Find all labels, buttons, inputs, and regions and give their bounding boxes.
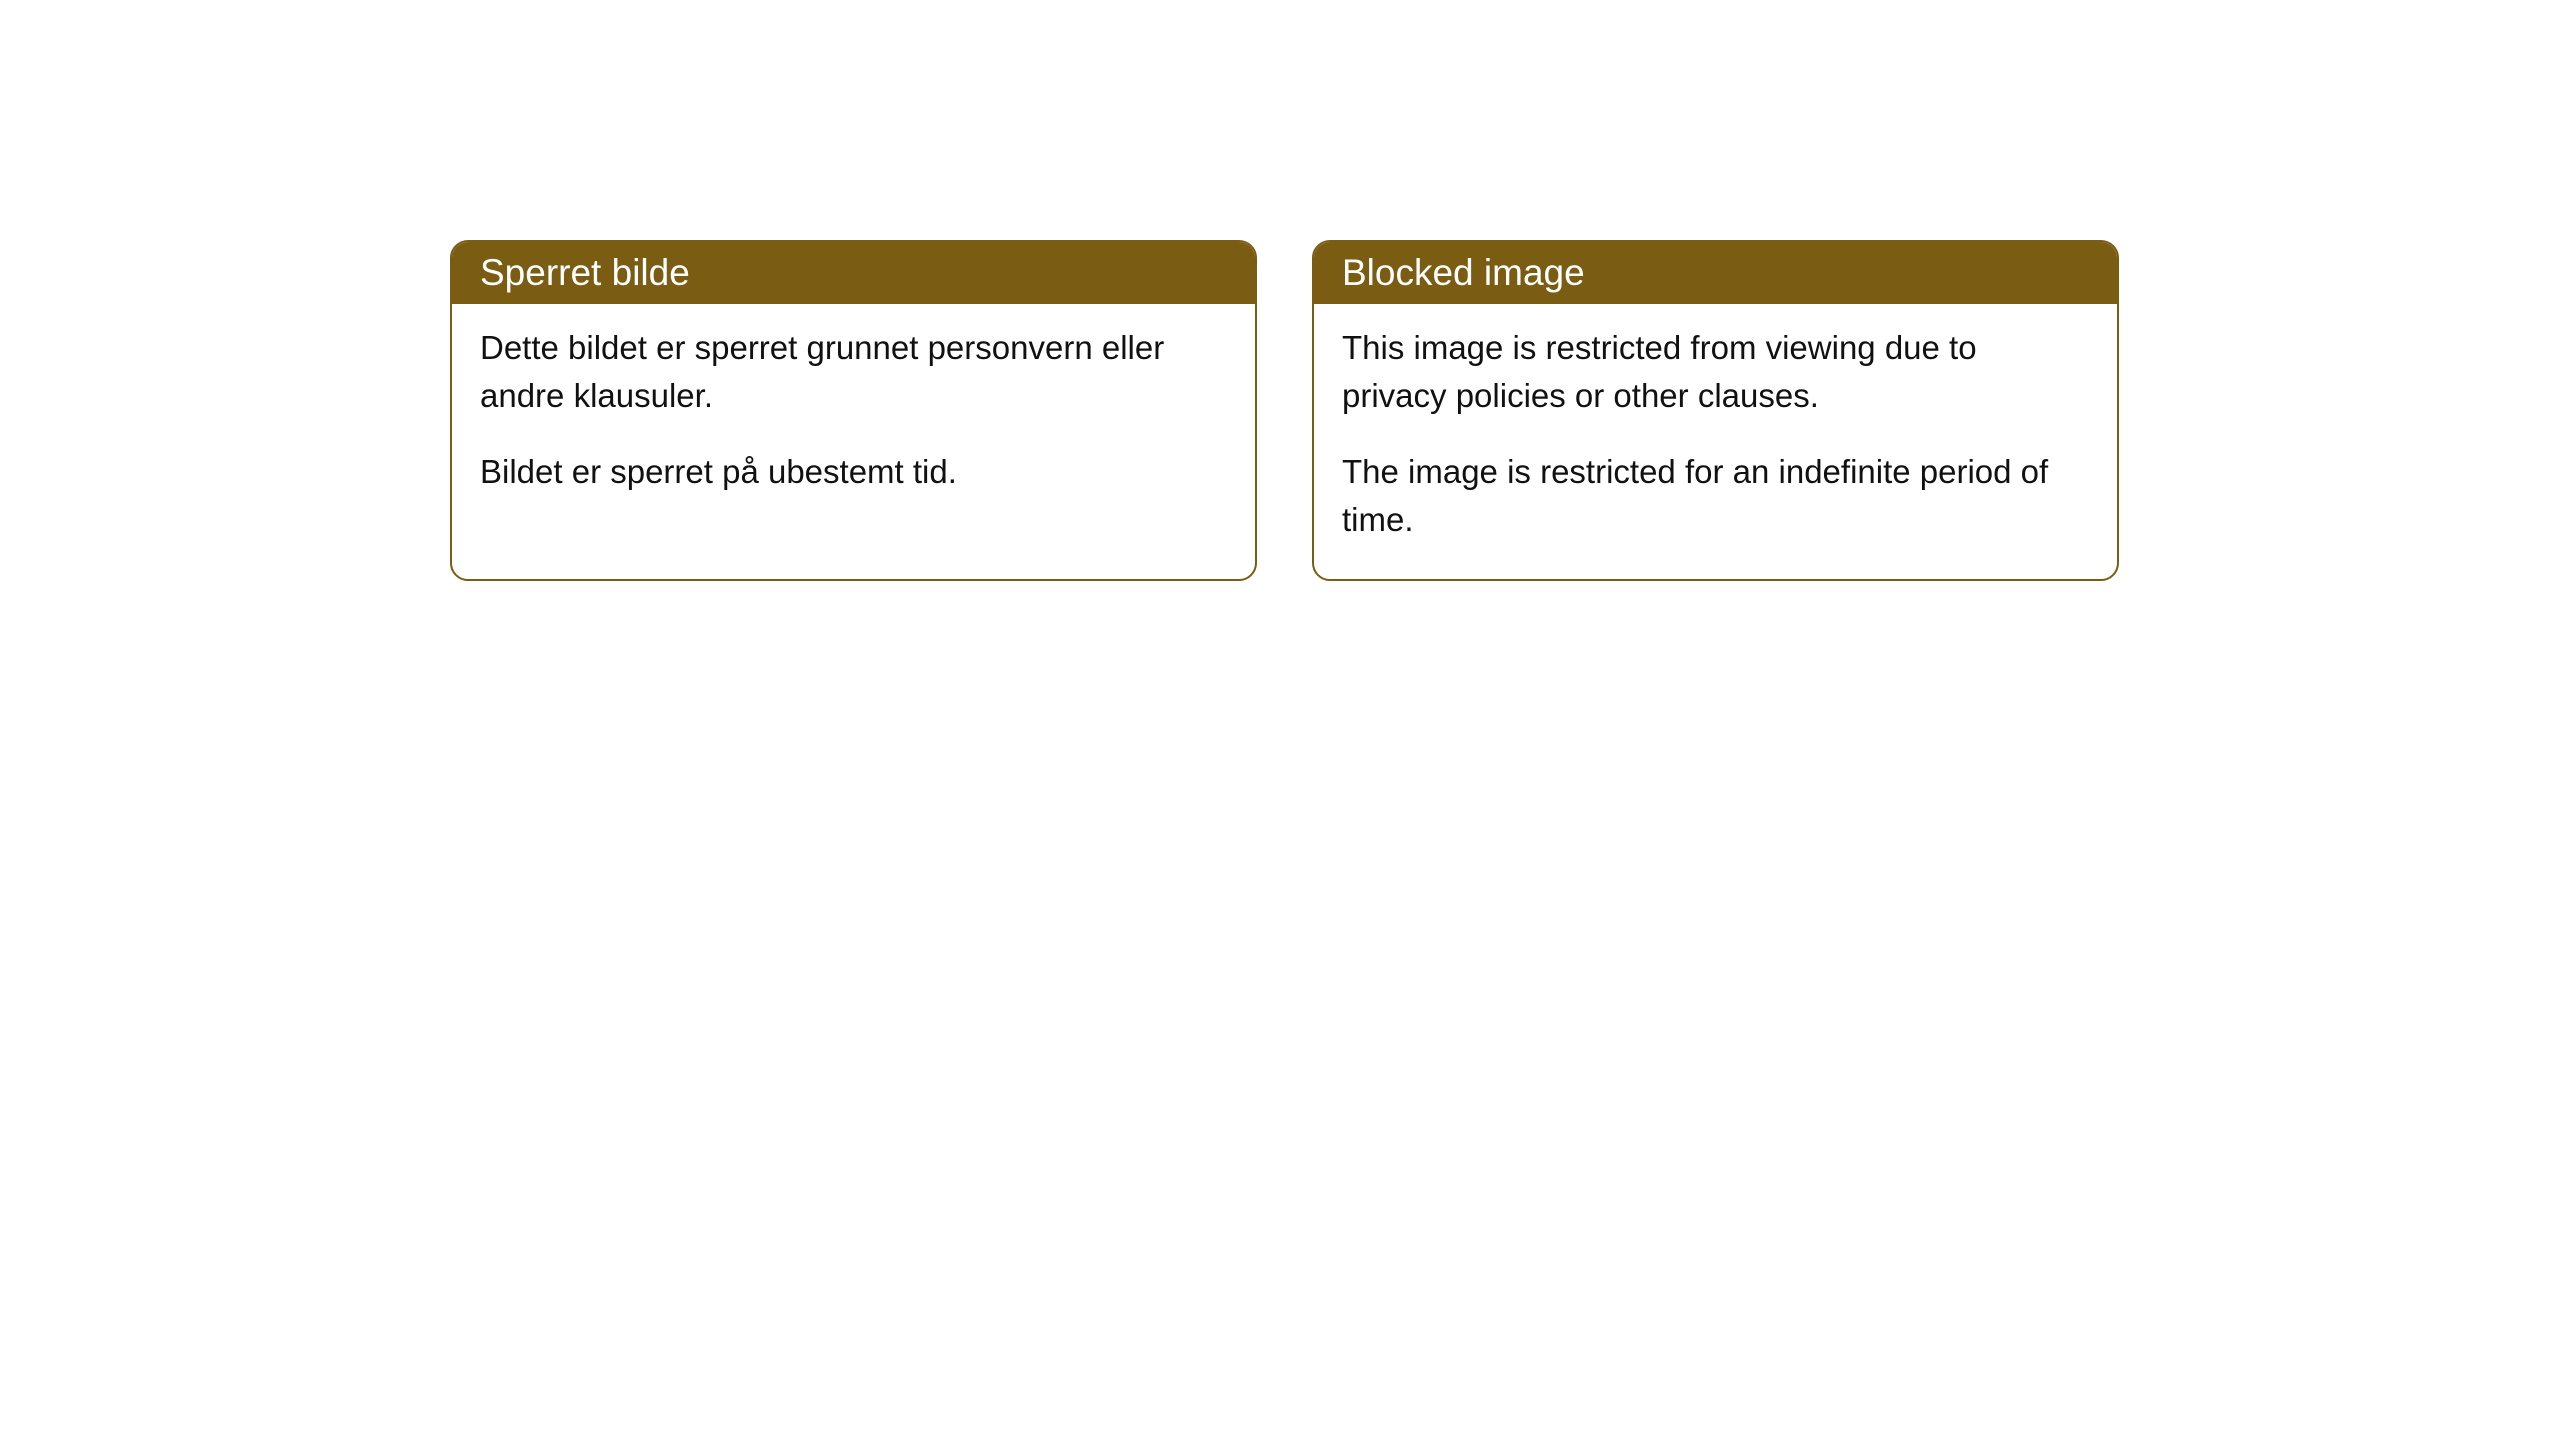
card-body: Dette bildet er sperret grunnet personve… bbox=[452, 304, 1255, 532]
card-header: Blocked image bbox=[1314, 242, 2117, 304]
card-header: Sperret bilde bbox=[452, 242, 1255, 304]
card-paragraph-2: The image is restricted for an indefinit… bbox=[1342, 448, 2089, 544]
card-paragraph-1: This image is restricted from viewing du… bbox=[1342, 324, 2089, 420]
card-paragraph-1: Dette bildet er sperret grunnet personve… bbox=[480, 324, 1227, 420]
card-title: Sperret bilde bbox=[480, 252, 690, 293]
cards-container: Sperret bilde Dette bildet er sperret gr… bbox=[450, 240, 2119, 581]
card-title: Blocked image bbox=[1342, 252, 1585, 293]
card-english: Blocked image This image is restricted f… bbox=[1312, 240, 2119, 581]
card-body: This image is restricted from viewing du… bbox=[1314, 304, 2117, 579]
card-paragraph-2: Bildet er sperret på ubestemt tid. bbox=[480, 448, 1227, 496]
card-norwegian: Sperret bilde Dette bildet er sperret gr… bbox=[450, 240, 1257, 581]
